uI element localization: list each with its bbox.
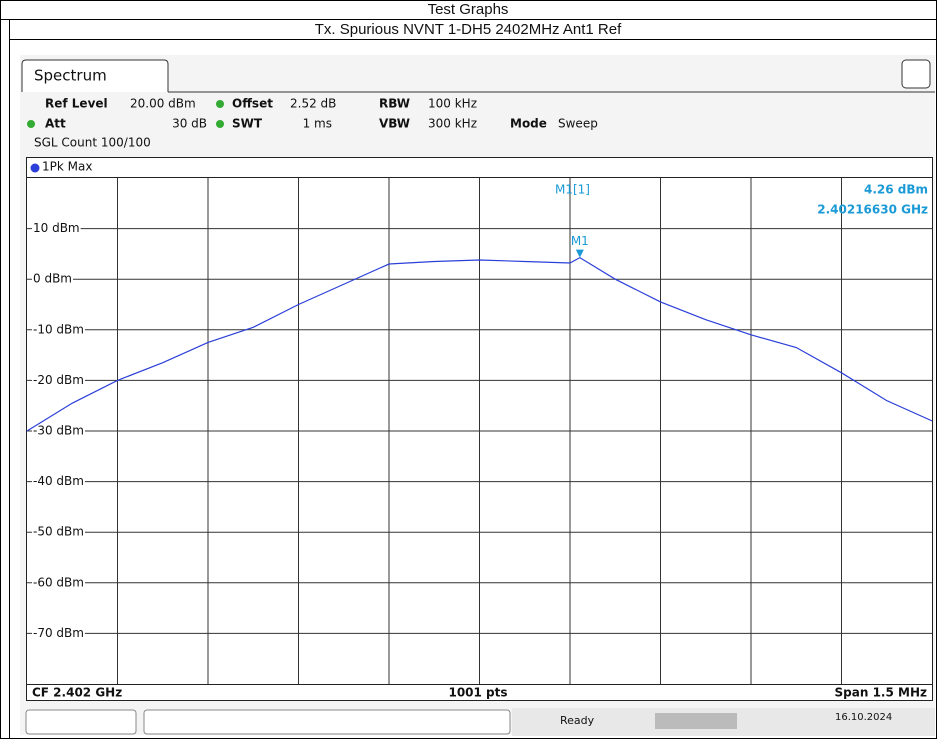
y-tick-label: -30 dBm	[33, 424, 84, 438]
marker	[575, 249, 584, 258]
icon[interactable]	[901, 59, 931, 89]
y-tick-label: -50 dBm	[33, 525, 84, 539]
led	[216, 120, 224, 128]
setting-value: 20.00 dBm	[130, 97, 196, 111]
plot: 10 dBm 0 dBm -10 dBm -20 dBm -30 dBm -40 dBm -…	[26, 178, 933, 684]
label-bg	[32, 625, 85, 640]
setting-value: Sweep	[558, 117, 598, 131]
y-tick-label: -10 dBm	[33, 322, 84, 336]
label-bg	[32, 474, 85, 489]
setting-key: Ref Level	[45, 97, 108, 111]
label-bg	[32, 221, 81, 236]
y-tick-label: -40 dBm	[33, 474, 84, 488]
setting-key: SWT	[232, 117, 263, 131]
setting-value: 300 kHz	[428, 117, 477, 131]
trace-dot	[30, 163, 40, 173]
label-bg	[32, 575, 85, 590]
led	[216, 100, 224, 108]
tab[interactable]	[21, 59, 169, 92]
softkey[interactable]	[25, 709, 137, 735]
y-tick-label: 0 dBm	[33, 272, 72, 286]
label-bg	[32, 524, 85, 539]
setting-value: 1 ms	[303, 117, 332, 131]
marker-freq: 2.40216630 GHz	[817, 203, 928, 217]
footer-pts: 1001 pts	[448, 686, 507, 700]
sgl-count: SGL Count 100/100	[34, 136, 151, 150]
setting-key: Mode	[510, 117, 547, 131]
y-tick-label: -60 dBm	[33, 575, 84, 589]
setting-key: VBW	[379, 117, 410, 131]
y-tick-label: -70 dBm	[33, 626, 84, 640]
setting-key: Offset	[232, 97, 273, 111]
subtitle: Tx. Spurious NVNT 1-DH5 2402MHz Ant1 Ref	[315, 21, 622, 38]
trace-label: 1Pk Max	[42, 160, 92, 174]
setting-key: Att	[45, 117, 66, 131]
marker-name: M1	[571, 234, 589, 248]
date: 16.10.2024	[835, 712, 892, 723]
led	[27, 120, 35, 128]
y-tick-label: 10 dBm	[33, 221, 80, 235]
label-bg	[32, 372, 85, 387]
setting-value: 30 dB	[172, 117, 207, 131]
setting-value: 100 kHz	[428, 97, 477, 111]
footer-cf: CF 2.402 GHz	[32, 686, 122, 700]
status: Ready	[560, 714, 595, 727]
label-bg	[32, 271, 73, 286]
label-bg	[32, 322, 85, 337]
setting-key: RBW	[379, 97, 410, 111]
tab-label: Spectrum	[34, 67, 107, 85]
marker-level: 4.26 dBm	[864, 183, 928, 197]
footer-span: Span 1.5 MHz	[835, 686, 927, 700]
label-bg	[32, 423, 85, 438]
input-box[interactable]	[143, 709, 511, 735]
y-tick-label: -20 dBm	[33, 373, 84, 387]
progress	[655, 713, 737, 729]
title: Test Graphs	[428, 1, 509, 18]
trace	[26, 256, 933, 432]
marker-readout: M1[1]	[555, 183, 590, 197]
setting-value: 2.52 dB	[290, 97, 336, 111]
